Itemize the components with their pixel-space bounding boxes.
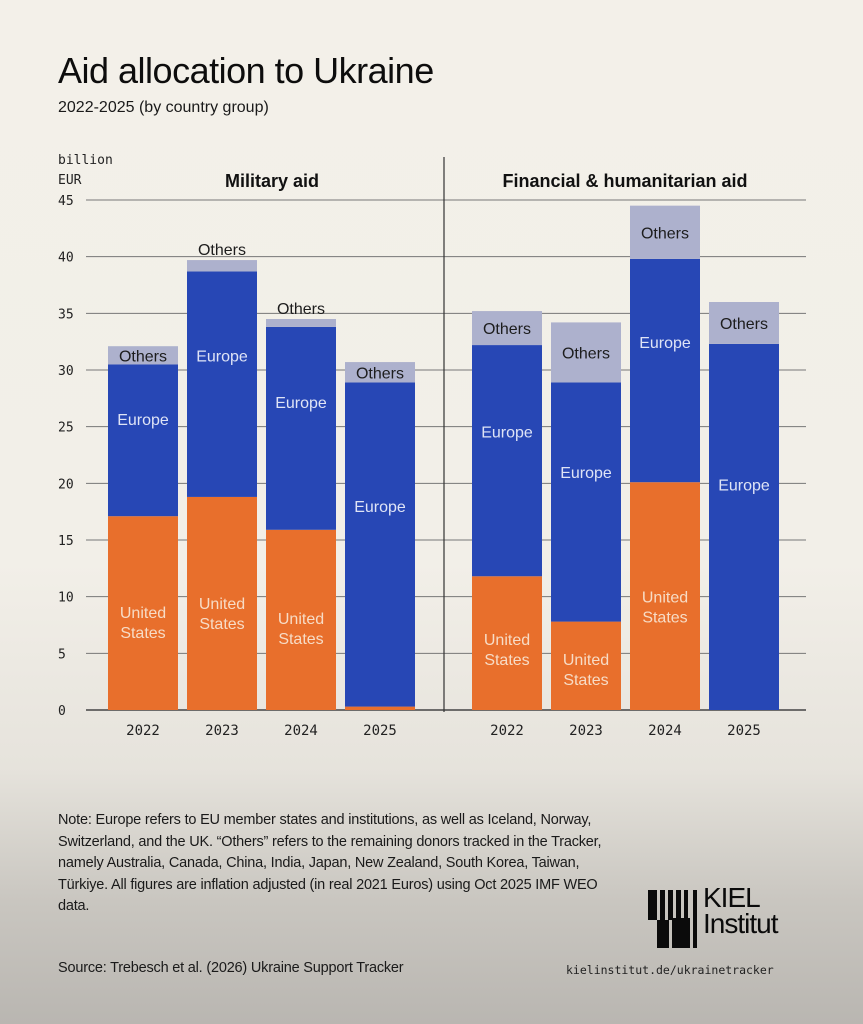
footnote: Note: Europe refers to EU member states … — [58, 812, 602, 914]
x-axis-ticks: 2022 2023 2024 2025 2022 2023 2024 2025 — [126, 723, 761, 739]
bar-united-states-label: States — [563, 672, 608, 689]
y-tick-label: 0 — [58, 704, 66, 719]
bar-others-label: Others — [483, 321, 531, 338]
bar-others — [187, 260, 257, 272]
y-axis-label-line1: billion — [58, 153, 113, 168]
bar-others-label: Others — [198, 242, 246, 259]
bar-europe-label: Europe — [560, 465, 612, 482]
y-tick-label: 30 — [58, 364, 74, 379]
bar-united-states-label: States — [278, 631, 323, 648]
bar-europe-label: Europe — [481, 425, 533, 442]
bar-others-label: Others — [356, 365, 404, 382]
bar-europe — [187, 271, 257, 497]
bar-europe — [709, 343, 779, 710]
source-url[interactable]: kielinstitut.de/ukrainetracker — [566, 963, 774, 977]
bar-united-states-label: States — [120, 625, 165, 642]
bar-europe — [630, 258, 700, 483]
bar-europe-label: Europe — [275, 395, 327, 412]
bar-europe-label: Europe — [718, 477, 770, 494]
logo-text-institut: Institut — [703, 908, 778, 939]
bar-europe-label: Europe — [639, 335, 691, 352]
bar-united-states — [551, 621, 621, 710]
panel-title-military: Military aid — [225, 171, 319, 191]
bar-europe — [472, 345, 542, 577]
panel-title-financial: Financial & humanitarian aid — [502, 171, 747, 191]
bar-others-label: Others — [119, 348, 167, 365]
y-tick-label: 25 — [58, 421, 74, 436]
bar-others — [472, 311, 542, 346]
x-tick-label: 2025 — [727, 723, 761, 739]
bar-others — [630, 205, 700, 259]
y-tick-label: 10 — [58, 591, 74, 606]
bar-united-states — [345, 706, 415, 710]
y-tick-label: 45 — [58, 194, 74, 209]
y-axis-ticks: 0 5 10 15 20 25 30 35 40 45 — [58, 194, 74, 719]
x-tick-label: 2022 — [490, 723, 524, 739]
bar-others-label: Others — [641, 225, 689, 242]
bar-europe — [108, 364, 178, 517]
kiel-institut-logo: KIEL Institut — [648, 882, 818, 954]
bars: United States Europe Others United States Euro… — [108, 205, 779, 710]
x-tick-label: 2022 — [126, 723, 160, 739]
x-tick-label: 2024 — [284, 723, 318, 739]
bar-united-states — [630, 482, 700, 710]
x-tick-label: 2025 — [363, 723, 397, 739]
bar-others — [551, 322, 621, 383]
bar-united-states — [108, 516, 178, 710]
bar-united-states — [266, 529, 336, 710]
logo-text-kiel: KIEL — [703, 882, 761, 913]
y-tick-label: 5 — [58, 647, 66, 662]
bar-europe-label: Europe — [196, 349, 248, 366]
bar-united-states-label: United — [278, 611, 324, 628]
x-tick-label: 2023 — [205, 723, 239, 739]
bar-united-states-label: United — [484, 632, 530, 649]
y-tick-label: 20 — [58, 477, 74, 492]
chart-subtitle: 2022-2025 (by country group) — [58, 99, 269, 116]
bar-europe — [266, 326, 336, 530]
y-axis-label-line2: EUR — [58, 173, 82, 188]
bar-europe — [551, 382, 621, 622]
bar-united-states-label: States — [642, 609, 687, 626]
bar-europe-label: Europe — [117, 412, 169, 429]
bar-united-states-label: United — [120, 605, 166, 622]
x-tick-label: 2024 — [648, 723, 682, 739]
y-tick-label: 15 — [58, 534, 74, 549]
bar-others — [709, 302, 779, 344]
x-tick-label: 2023 — [569, 723, 603, 739]
chart-title: Aid allocation to Ukraine — [58, 50, 434, 91]
bar-united-states-label: States — [199, 616, 244, 633]
y-tick-label: 35 — [58, 307, 74, 322]
bar-united-states-label: United — [199, 596, 245, 613]
bar-united-states — [187, 496, 257, 710]
bar-united-states-label: United — [563, 652, 609, 669]
bar-others — [108, 346, 178, 365]
y-tick-label: 40 — [58, 251, 74, 266]
bar-united-states-label: United — [642, 589, 688, 606]
bar-others — [345, 362, 415, 383]
source-text: Source: Trebesch et al. (2026) Ukraine S… — [58, 960, 404, 976]
bar-others-label: Others — [562, 345, 610, 362]
logo-bars-icon — [648, 890, 697, 948]
bar-others — [266, 319, 336, 327]
bar-others-label: Others — [720, 316, 768, 333]
bar-others-label: Others — [277, 301, 325, 318]
bar-europe-label: Europe — [354, 499, 406, 516]
bar-europe — [345, 382, 415, 707]
bar-united-states-label: States — [484, 652, 529, 669]
bar-united-states — [472, 576, 542, 710]
